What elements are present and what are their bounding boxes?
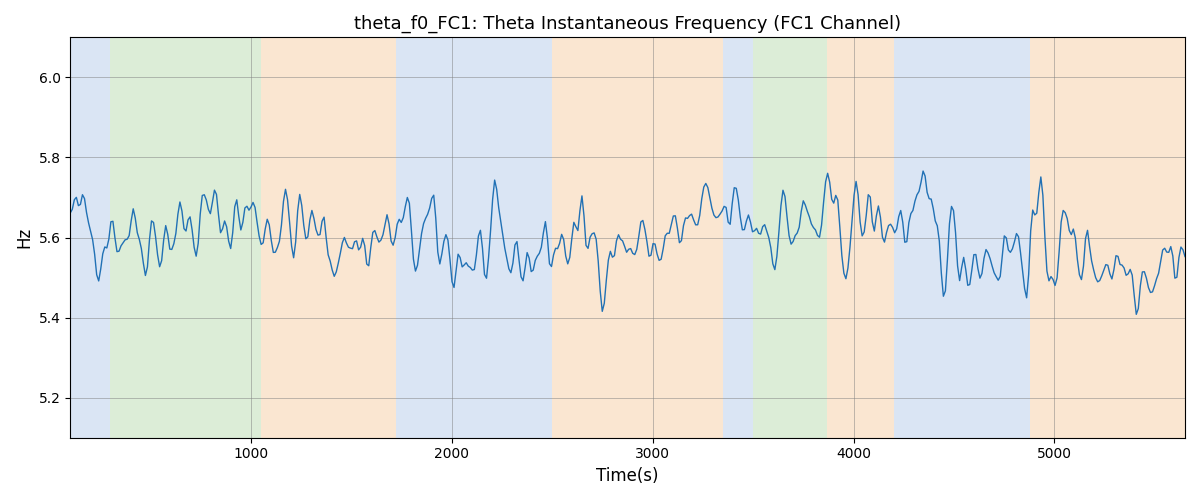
Bar (754, 38, 828, 438)
Title: theta_f0_FC1: Theta Instantaneous Frequency (FC1 Channel): theta_f0_FC1: Theta Instantaneous Freque… (354, 15, 901, 34)
Y-axis label: Hz: Hz (16, 227, 34, 248)
Bar (894, 38, 1031, 438)
Bar (396, 38, 552, 438)
Bar (552, 38, 724, 438)
Bar (110, 38, 262, 438)
Bar (1031, 38, 1186, 438)
X-axis label: Time(s): Time(s) (596, 467, 659, 485)
Bar (262, 38, 396, 438)
Bar (71, 38, 110, 438)
Bar (724, 38, 754, 438)
Bar (828, 38, 894, 438)
